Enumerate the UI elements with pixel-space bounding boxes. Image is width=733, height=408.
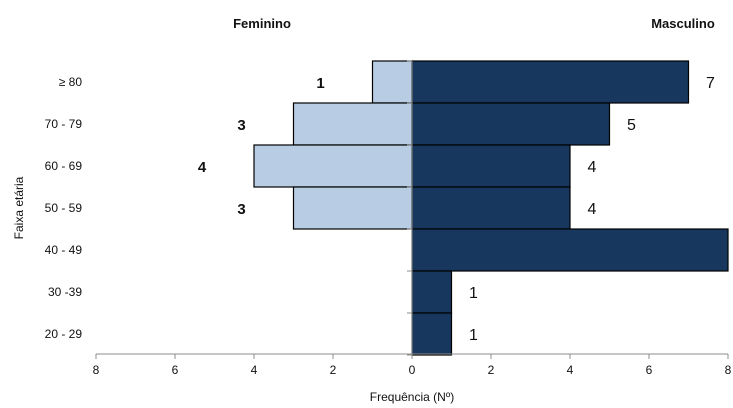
bar-masculino-70-79 (411, 102, 611, 146)
bar-feminino-80 (371, 60, 413, 104)
data-label-feminino: 3 (237, 201, 245, 218)
data-label-feminino: 3 (237, 117, 245, 134)
data-label-masculino: 1 (469, 285, 478, 302)
data-label-feminino: 4 (198, 159, 207, 176)
female-side-title: Feminino (233, 16, 291, 31)
data-label-masculino: 4 (588, 159, 597, 176)
data-label-feminino: 1 (316, 75, 324, 92)
x-tick-label: 2 (330, 363, 337, 377)
x-tick-label: 8 (725, 363, 732, 377)
bar-feminino-70-79 (292, 102, 413, 146)
bar-masculino-50-59 (411, 186, 571, 230)
y-tick-label: 20 - 29 (45, 327, 83, 341)
axes-layer: 8 6 4 2 0 2 4 6 8 (93, 60, 732, 377)
bar-feminino-50-59 (292, 186, 413, 230)
data-label-masculino: 7 (706, 75, 715, 92)
y-tick-label: 30 -39 (48, 285, 82, 299)
data-label-masculino: 5 (627, 117, 636, 134)
bar-masculino-80 (411, 60, 690, 104)
x-tick-label: 6 (172, 363, 179, 377)
y-tick-label: ≥ 80 (59, 75, 83, 89)
y-tick-label: 50 - 59 (45, 201, 83, 215)
male-side-title: Masculino (651, 16, 715, 31)
labels-layer: ≥ 80 1 7 70 - 79 3 5 60 - 69 4 4 50 - 59 3 4 40 - 49… (45, 75, 715, 344)
x-tick-label: 4 (251, 363, 258, 377)
x-tick-label: 4 (567, 363, 574, 377)
x-tick-label: 2 (488, 363, 495, 377)
x-tick-label: 8 (93, 363, 100, 377)
x-tick-label: 0 (409, 363, 416, 377)
y-tick-label: 70 - 79 (45, 117, 83, 131)
data-label-masculino: 1 (469, 327, 478, 344)
y-tick-label: 40 - 49 (45, 243, 83, 257)
data-label-masculino: 4 (588, 201, 597, 218)
bars-layer (253, 60, 729, 356)
x-tick-label: 6 (646, 363, 653, 377)
bar-masculino-30-39 (411, 270, 453, 314)
y-tick-label: 60 - 69 (45, 159, 83, 173)
bar-masculino-40-49 (411, 228, 729, 272)
bar-masculino-20-29 (411, 312, 453, 356)
y-axis-title: Faixa etária (12, 176, 26, 239)
bar-masculino-60-69 (411, 144, 571, 188)
bar-feminino-60-69 (253, 144, 413, 188)
x-axis-title: Frequência (Nº) (370, 390, 454, 404)
